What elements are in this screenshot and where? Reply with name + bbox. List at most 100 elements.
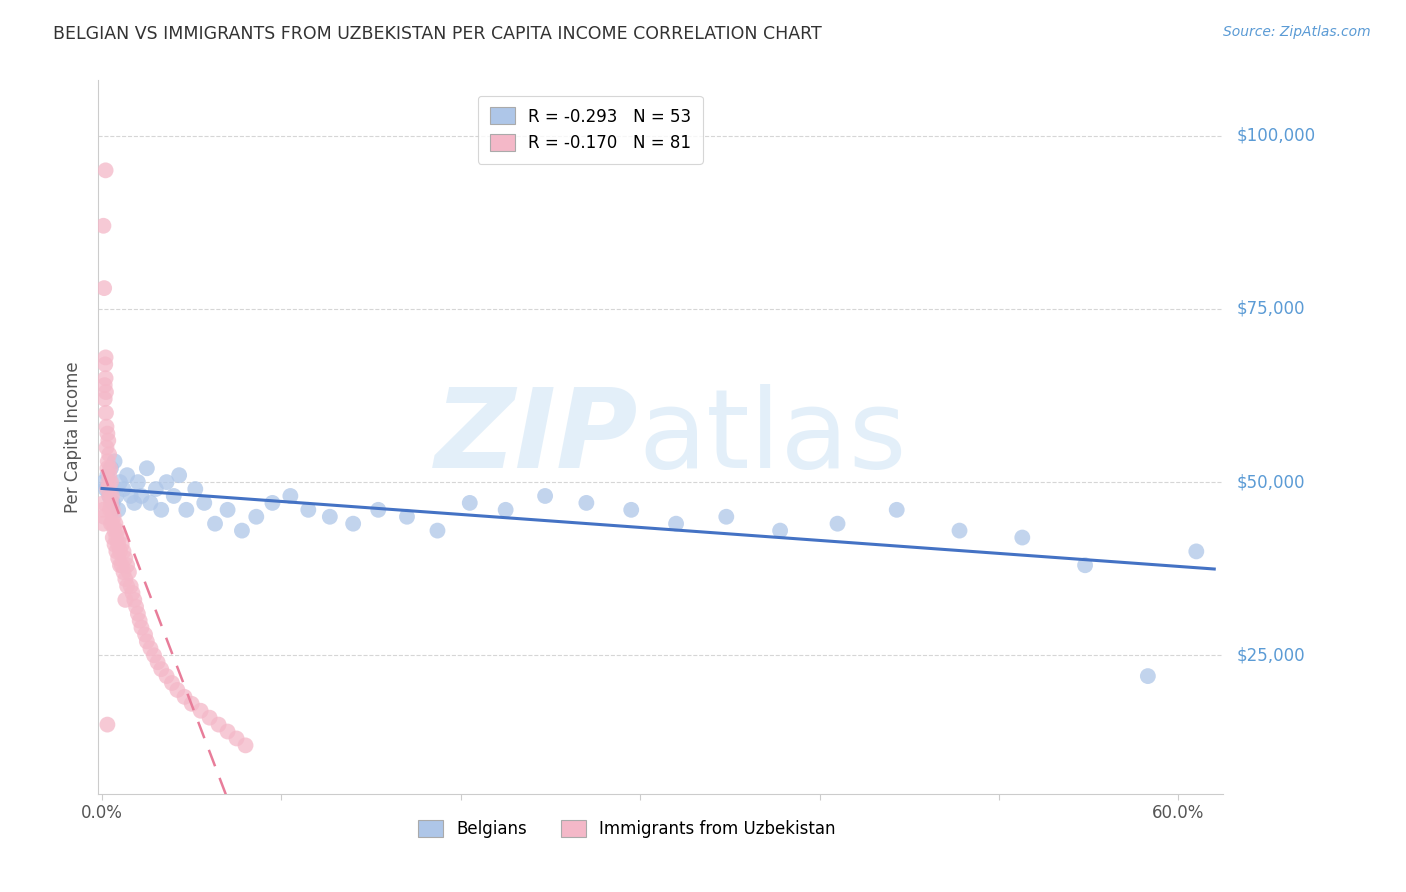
Point bbox=[112, 565, 135, 579]
Point bbox=[101, 489, 124, 503]
Point bbox=[94, 351, 117, 365]
Point bbox=[105, 531, 128, 545]
Point bbox=[96, 426, 118, 441]
Point bbox=[105, 524, 128, 538]
Point bbox=[1074, 558, 1097, 573]
Point bbox=[319, 509, 342, 524]
Point bbox=[96, 717, 118, 731]
Point bbox=[134, 627, 156, 641]
Point bbox=[180, 697, 202, 711]
Point bbox=[204, 516, 226, 531]
Point bbox=[135, 461, 157, 475]
Point bbox=[100, 516, 122, 531]
Point bbox=[139, 496, 162, 510]
Point bbox=[96, 441, 118, 455]
Point bbox=[107, 551, 129, 566]
Point bbox=[495, 503, 517, 517]
Point bbox=[104, 516, 127, 531]
Point bbox=[235, 739, 257, 753]
Point bbox=[769, 524, 792, 538]
Point bbox=[96, 461, 118, 475]
Point bbox=[1011, 531, 1033, 545]
Y-axis label: Per Capita Income: Per Capita Income bbox=[65, 361, 83, 513]
Point bbox=[101, 496, 124, 510]
Point bbox=[297, 503, 319, 517]
Point bbox=[108, 544, 131, 558]
Point bbox=[886, 503, 908, 517]
Point bbox=[173, 690, 195, 704]
Point bbox=[245, 509, 267, 524]
Text: $50,000: $50,000 bbox=[1237, 473, 1306, 491]
Point bbox=[105, 544, 128, 558]
Point bbox=[100, 496, 122, 510]
Point bbox=[93, 392, 115, 406]
Point bbox=[121, 586, 143, 600]
Point bbox=[190, 704, 212, 718]
Point bbox=[716, 509, 738, 524]
Point bbox=[125, 599, 148, 614]
Point bbox=[217, 503, 239, 517]
Text: Source: ZipAtlas.com: Source: ZipAtlas.com bbox=[1223, 25, 1371, 39]
Point bbox=[112, 544, 135, 558]
Point bbox=[108, 558, 131, 573]
Point bbox=[98, 461, 121, 475]
Point bbox=[193, 496, 215, 510]
Point bbox=[128, 614, 150, 628]
Point bbox=[150, 503, 173, 517]
Point bbox=[114, 551, 136, 566]
Point bbox=[367, 503, 389, 517]
Point bbox=[120, 489, 142, 503]
Point bbox=[98, 489, 121, 503]
Point bbox=[98, 503, 121, 517]
Point bbox=[103, 454, 125, 468]
Point bbox=[103, 524, 125, 538]
Point bbox=[139, 641, 162, 656]
Point bbox=[94, 385, 117, 400]
Point bbox=[198, 711, 221, 725]
Point bbox=[96, 482, 118, 496]
Point bbox=[120, 579, 142, 593]
Point bbox=[124, 593, 146, 607]
Text: $25,000: $25,000 bbox=[1237, 647, 1306, 665]
Point bbox=[93, 378, 115, 392]
Point bbox=[620, 503, 643, 517]
Point bbox=[166, 682, 188, 697]
Point bbox=[94, 371, 117, 385]
Point bbox=[112, 482, 135, 496]
Point bbox=[184, 482, 207, 496]
Point bbox=[155, 475, 177, 489]
Point bbox=[97, 454, 120, 468]
Point bbox=[575, 496, 598, 510]
Point bbox=[93, 516, 115, 531]
Point bbox=[135, 634, 157, 648]
Point bbox=[103, 537, 125, 551]
Point bbox=[103, 509, 125, 524]
Point bbox=[108, 531, 131, 545]
Point bbox=[143, 648, 166, 663]
Point bbox=[93, 496, 115, 510]
Text: ZIP: ZIP bbox=[434, 384, 638, 491]
Point bbox=[160, 676, 183, 690]
Point bbox=[262, 496, 284, 510]
Point bbox=[150, 662, 173, 676]
Point bbox=[114, 593, 136, 607]
Text: $75,000: $75,000 bbox=[1237, 300, 1306, 318]
Point bbox=[534, 489, 557, 503]
Point bbox=[93, 281, 115, 295]
Point bbox=[101, 503, 124, 517]
Point bbox=[115, 468, 138, 483]
Point bbox=[93, 475, 115, 489]
Point bbox=[127, 475, 149, 489]
Point bbox=[280, 489, 302, 503]
Point bbox=[94, 482, 117, 496]
Point bbox=[1136, 669, 1159, 683]
Point bbox=[458, 496, 481, 510]
Point bbox=[827, 516, 849, 531]
Point bbox=[176, 503, 198, 517]
Point bbox=[97, 475, 120, 489]
Point bbox=[111, 537, 134, 551]
Point bbox=[115, 579, 138, 593]
Text: $100,000: $100,000 bbox=[1237, 127, 1316, 145]
Point bbox=[98, 489, 121, 503]
Text: BELGIAN VS IMMIGRANTS FROM UZBEKISTAN PER CAPITA INCOME CORRELATION CHART: BELGIAN VS IMMIGRANTS FROM UZBEKISTAN PE… bbox=[53, 25, 823, 43]
